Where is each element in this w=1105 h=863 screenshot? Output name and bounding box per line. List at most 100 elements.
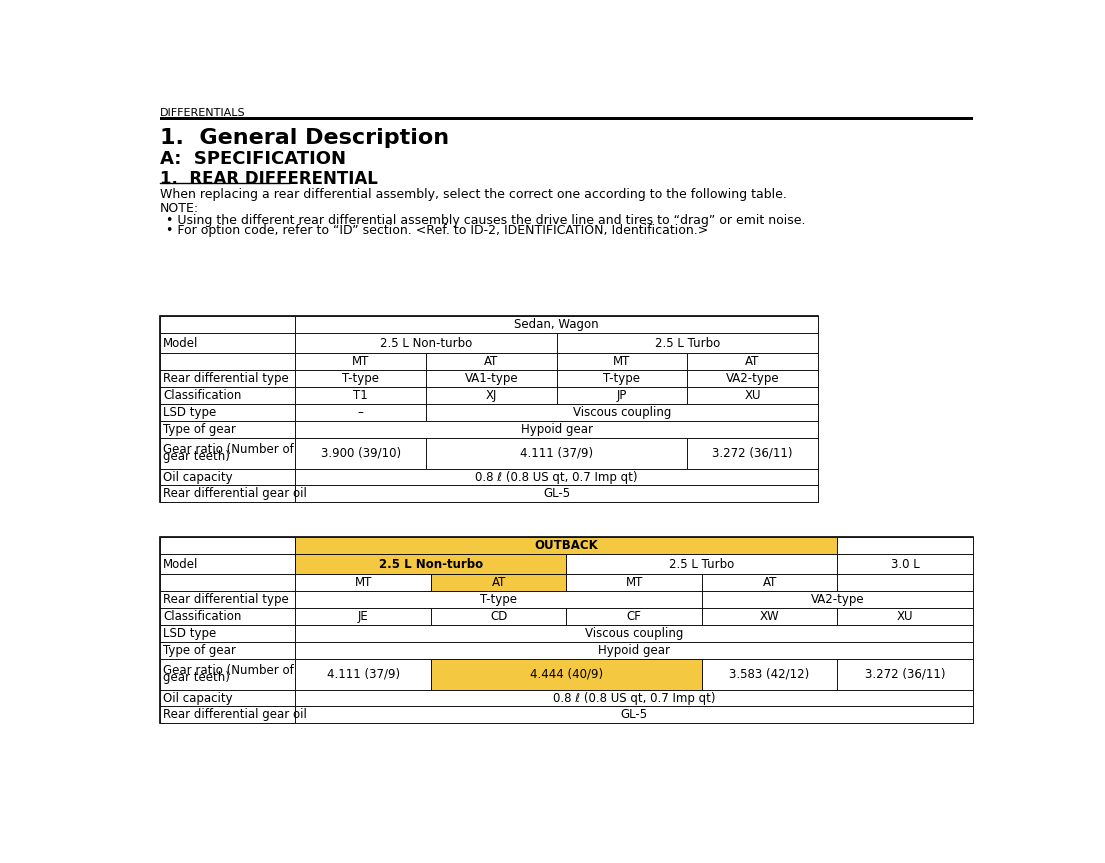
Bar <box>427 404 818 421</box>
Bar <box>295 707 972 723</box>
Bar <box>295 608 431 625</box>
Text: gear teeth): gear teeth) <box>162 671 230 684</box>
Text: LSD type: LSD type <box>162 627 217 639</box>
Text: 4.111 (37/9): 4.111 (37/9) <box>327 668 400 681</box>
Text: JE: JE <box>358 610 369 623</box>
Text: GL-5: GL-5 <box>621 709 648 721</box>
Text: T-type: T-type <box>603 372 641 385</box>
Text: Classification: Classification <box>162 389 241 402</box>
Text: JP: JP <box>617 389 628 402</box>
Text: Model: Model <box>162 337 198 350</box>
Text: MT: MT <box>625 576 643 589</box>
Bar <box>160 117 972 121</box>
Text: 3.583 (42/12): 3.583 (42/12) <box>729 668 810 681</box>
Bar <box>160 333 295 353</box>
Bar <box>160 404 295 421</box>
Bar <box>431 608 567 625</box>
Bar <box>567 574 702 591</box>
Bar <box>160 316 818 502</box>
Bar <box>557 333 818 353</box>
Bar <box>160 438 295 469</box>
Text: 4.111 (37/9): 4.111 (37/9) <box>520 447 593 460</box>
Bar <box>838 658 972 690</box>
Bar <box>427 387 557 404</box>
Bar <box>838 554 972 574</box>
Text: XW: XW <box>760 610 779 623</box>
Bar <box>295 353 427 370</box>
Text: XJ: XJ <box>485 389 497 402</box>
Text: 3.272 (36/11): 3.272 (36/11) <box>713 447 792 460</box>
Text: OUTBACK: OUTBACK <box>535 539 598 552</box>
Bar <box>160 537 295 554</box>
Bar <box>702 658 838 690</box>
Text: XU: XU <box>897 610 914 623</box>
Text: VA2-type: VA2-type <box>811 593 864 606</box>
Text: 1.  REAR DIFFERENTIAL: 1. REAR DIFFERENTIAL <box>160 170 378 188</box>
Bar <box>567 554 838 574</box>
Text: 0.8 ℓ (0.8 US qt, 0.7 Imp qt): 0.8 ℓ (0.8 US qt, 0.7 Imp qt) <box>552 691 715 704</box>
Bar <box>427 370 557 387</box>
Bar <box>160 608 295 625</box>
Text: AT: AT <box>484 355 498 368</box>
Text: T-type: T-type <box>481 593 517 606</box>
Text: NOTE:: NOTE: <box>160 202 199 215</box>
Text: DIFFERENTIALS: DIFFERENTIALS <box>160 108 245 118</box>
Bar <box>431 658 702 690</box>
Text: 2.5 L Turbo: 2.5 L Turbo <box>670 557 735 570</box>
Text: Classification: Classification <box>162 610 241 623</box>
Text: LSD type: LSD type <box>162 406 217 419</box>
Bar <box>557 353 687 370</box>
Text: gear teeth): gear teeth) <box>162 450 230 463</box>
Bar <box>160 353 295 370</box>
Text: AT: AT <box>492 576 506 589</box>
Bar <box>160 642 295 658</box>
Text: Type of gear: Type of gear <box>162 644 235 657</box>
Text: Type of gear: Type of gear <box>162 423 235 436</box>
Text: MT: MT <box>352 355 369 368</box>
Text: VA1-type: VA1-type <box>464 372 518 385</box>
Text: 2.5 L Non-turbo: 2.5 L Non-turbo <box>379 557 483 570</box>
Bar <box>160 625 295 642</box>
Bar <box>295 658 431 690</box>
Bar <box>431 574 567 591</box>
Text: Viscous coupling: Viscous coupling <box>585 627 683 639</box>
Text: AT: AT <box>745 355 760 368</box>
Text: Rear differential gear oil: Rear differential gear oil <box>162 709 307 721</box>
Bar <box>567 608 702 625</box>
Bar <box>160 658 295 690</box>
Text: Rear differential gear oil: Rear differential gear oil <box>162 488 307 501</box>
Text: –: – <box>358 406 364 419</box>
Bar <box>160 707 295 723</box>
Text: Hypoid gear: Hypoid gear <box>520 423 592 436</box>
Bar <box>160 554 295 574</box>
Text: VA2-type: VA2-type <box>726 372 779 385</box>
Bar <box>687 370 818 387</box>
Text: XU: XU <box>745 389 760 402</box>
Bar <box>838 537 972 554</box>
Bar <box>295 554 567 574</box>
Text: Gear ratio (Number of: Gear ratio (Number of <box>162 664 294 677</box>
Bar <box>160 316 295 333</box>
Bar <box>687 387 818 404</box>
Bar <box>702 574 838 591</box>
Bar <box>295 486 818 502</box>
Bar <box>295 404 427 421</box>
Text: AT: AT <box>762 576 777 589</box>
Bar <box>160 690 295 707</box>
Bar <box>160 421 295 438</box>
Text: GL-5: GL-5 <box>543 488 570 501</box>
Text: Rear differential type: Rear differential type <box>162 372 288 385</box>
Text: 4.444 (40/9): 4.444 (40/9) <box>529 668 603 681</box>
Text: 3.272 (36/11): 3.272 (36/11) <box>865 668 945 681</box>
Text: Model: Model <box>162 557 198 570</box>
Bar <box>295 537 838 554</box>
Text: Oil capacity: Oil capacity <box>162 470 232 483</box>
Text: T-type: T-type <box>343 372 379 385</box>
Bar <box>295 469 818 486</box>
Bar <box>160 387 295 404</box>
Text: MT: MT <box>355 576 372 589</box>
Bar <box>295 438 427 469</box>
Bar <box>160 591 295 608</box>
Bar <box>295 690 972 707</box>
Text: Viscous coupling: Viscous coupling <box>572 406 671 419</box>
